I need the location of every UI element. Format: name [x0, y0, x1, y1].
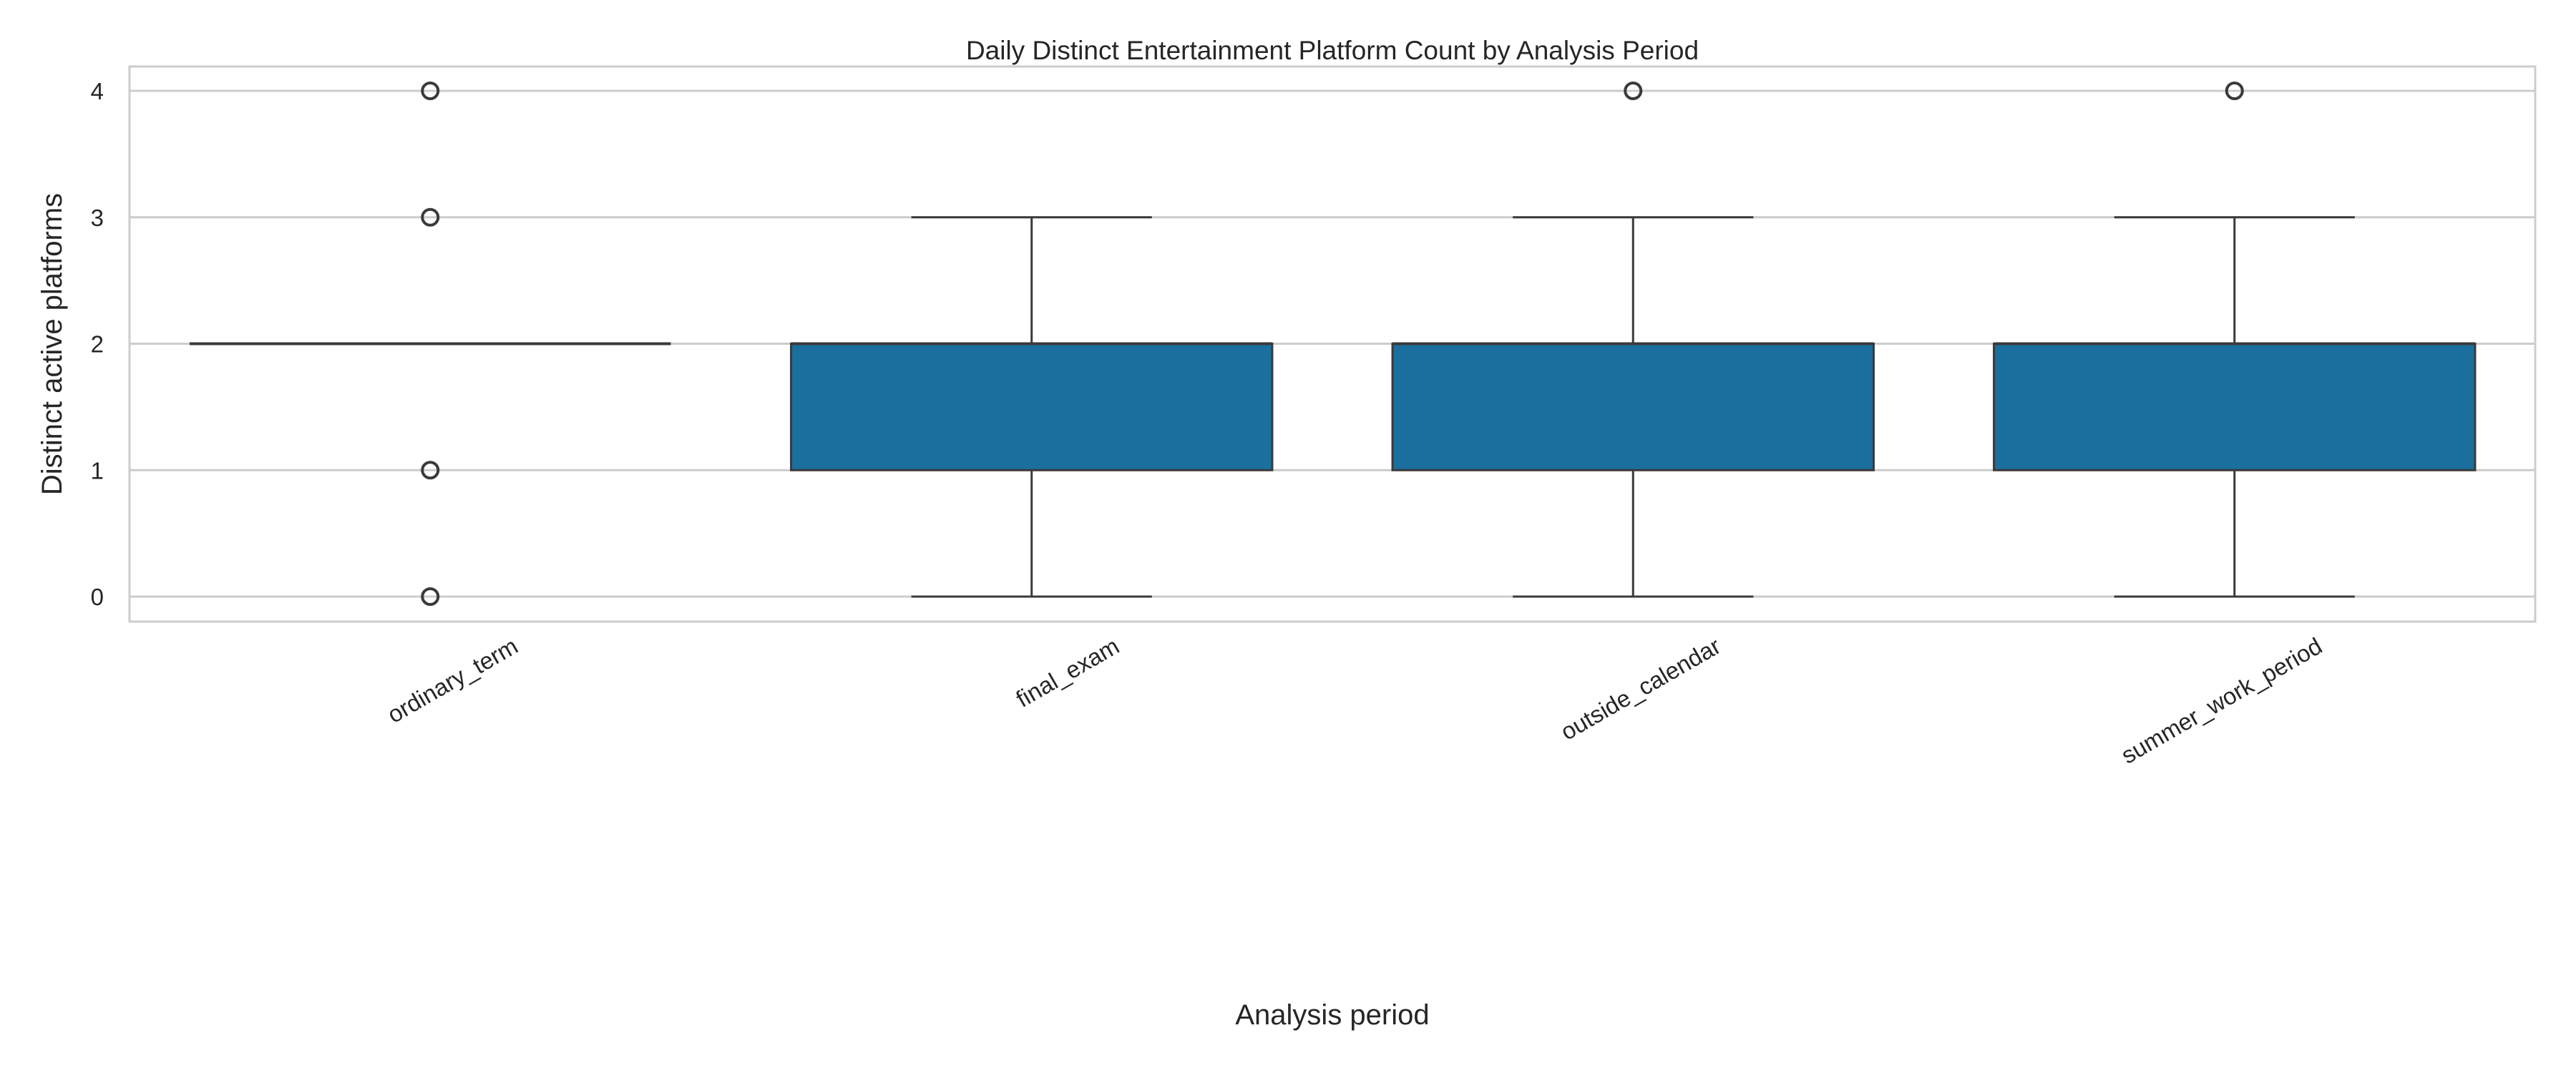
- outlier-point: [421, 587, 440, 606]
- box-ordinary_term: [190, 82, 671, 606]
- y-tick-label: 0: [91, 584, 104, 610]
- y-tick-label: 4: [91, 78, 104, 104]
- y-tick-label: 3: [91, 205, 104, 231]
- iqr-box: [1993, 343, 2477, 471]
- x-tick-label: ordinary_term: [383, 632, 522, 728]
- y-tick-label: 2: [91, 331, 104, 358]
- x-tick-label: outside_calendar: [1556, 632, 1725, 745]
- boxes: [190, 82, 2477, 606]
- chart-title: Daily Distinct Entertainment Platform Co…: [966, 36, 1699, 65]
- outlier-point: [2225, 82, 2244, 100]
- x-tick-label: final_exam: [1012, 632, 1124, 712]
- x-tick-labels: ordinary_term final_exam outside_calendar s…: [383, 632, 2326, 769]
- outlier-point: [1624, 82, 1643, 100]
- iqr-box: [790, 343, 1274, 471]
- box-summer_work_period: [1993, 82, 2477, 598]
- plot-frame: [128, 65, 2537, 623]
- box-final_exam: [790, 216, 1274, 598]
- outlier-point: [421, 82, 440, 100]
- y-axis-label: Distinct active platforms: [36, 193, 68, 495]
- x-axis-label: Analysis period: [1235, 999, 1429, 1031]
- outlier-point: [421, 461, 440, 480]
- outlier-point: [421, 207, 440, 227]
- iqr-box: [1391, 343, 1875, 471]
- y-tick-label: 1: [91, 457, 104, 484]
- box-outside_calendar: [1391, 82, 1875, 598]
- y-tick-labels: 0 1 2 3 4: [91, 78, 104, 610]
- x-tick-label: summer_work_period: [2117, 632, 2326, 769]
